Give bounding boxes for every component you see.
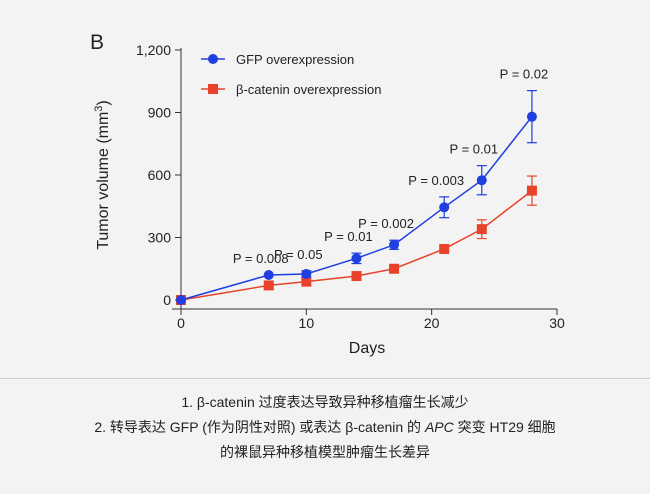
y-tick-label: 300	[148, 230, 172, 246]
data-point	[389, 263, 400, 274]
p-value-label: P = 0.01	[450, 142, 499, 157]
series-line	[180, 116, 533, 301]
panel-label: B	[90, 31, 104, 54]
caption-line-2: 2. 转导表达 GFP (作为阴性对照) 或表达 β-catenin 的 APC…	[0, 417, 650, 437]
data-point	[263, 280, 274, 291]
data-point	[389, 239, 400, 250]
legend-marker	[208, 84, 218, 94]
x-tick-label: 20	[424, 315, 440, 331]
legend-label: GFP overexpression	[236, 52, 354, 67]
legend-item: β-catenin overexpression	[201, 82, 382, 97]
legend-label: β-catenin overexpression	[236, 82, 382, 97]
data-point	[301, 276, 312, 287]
x-tick-label: 0	[177, 315, 185, 331]
caption-line-1: 1. β-catenin 过度表达导致异种移植瘤生长减少	[0, 392, 650, 412]
caption-3-text: 的裸鼠异种移植模型肿瘤生长差异	[220, 444, 430, 460]
data-point	[351, 271, 362, 282]
data-point	[176, 295, 186, 305]
y-tick-label: 0	[163, 292, 171, 308]
caption-block: 1. β-catenin 过度表达导致异种移植瘤生长减少 2. 转导表达 GFP…	[0, 392, 650, 467]
caption-1-text: 1. β-catenin 过度表达导致异种移植瘤生长减少	[181, 394, 469, 410]
p-value-label: P = 0.01	[324, 229, 373, 244]
y-tick-label: 900	[148, 105, 172, 121]
legend: GFP overexpression β-catenin overexpressi…	[201, 52, 382, 97]
data-point	[263, 270, 274, 280]
data-point	[439, 243, 450, 254]
axes: 0 300 600 900 1,200 0 10 20 30 Days Tumor volume (…	[93, 42, 565, 357]
caption-2-text-a: 2. 转导表达 GFP (作为阴性对照) 或表达 β-catenin 的	[94, 419, 425, 435]
x-tick-label: 30	[549, 315, 565, 331]
data-point	[476, 224, 487, 235]
tumor-growth-chart: B 0 300 600 900 1,200 0 10 20 30 Days Tumor volume…	[90, 31, 565, 357]
x-axis-label: Days	[349, 340, 385, 357]
p-value-label: P = 0.002	[358, 216, 414, 231]
x-tick-label: 10	[299, 315, 315, 331]
data-point	[526, 185, 537, 196]
data-point	[476, 175, 487, 186]
p-value-label: P = 0.05	[274, 247, 323, 262]
data-point	[439, 202, 450, 213]
y-axis-label-close: )	[95, 100, 112, 105]
series-layer	[176, 90, 537, 305]
y-tick-label: 1,200	[136, 42, 171, 58]
divider	[0, 378, 650, 379]
data-point	[301, 268, 312, 279]
legend-marker	[208, 54, 218, 64]
legend-item: GFP overexpression	[201, 52, 354, 67]
p-value-label: P = 0.008	[233, 251, 289, 266]
y-axis-label-text: Tumor volume (mm	[95, 112, 112, 250]
p-value-label: P = 0.003	[408, 173, 464, 188]
caption-line-3: 的裸鼠异种移植模型肿瘤生长差异	[0, 442, 650, 462]
y-tick-label: 600	[148, 167, 172, 183]
data-point	[351, 253, 362, 264]
y-axis-label-superscript: 3	[93, 106, 105, 112]
y-axis-label: Tumor volume (mm3)	[93, 100, 112, 250]
chart-container: B 0 300 600 900 1,200 0 10 20 30 Days Tumor volume…	[90, 31, 565, 357]
data-point	[526, 111, 537, 122]
p-value-label: P = 0.02	[500, 67, 549, 82]
caption-2-text-b: 突变 HT29 细胞	[453, 419, 556, 435]
series-line	[180, 190, 533, 301]
caption-2-italic: APC	[424, 419, 454, 435]
series-gfp	[176, 90, 537, 305]
